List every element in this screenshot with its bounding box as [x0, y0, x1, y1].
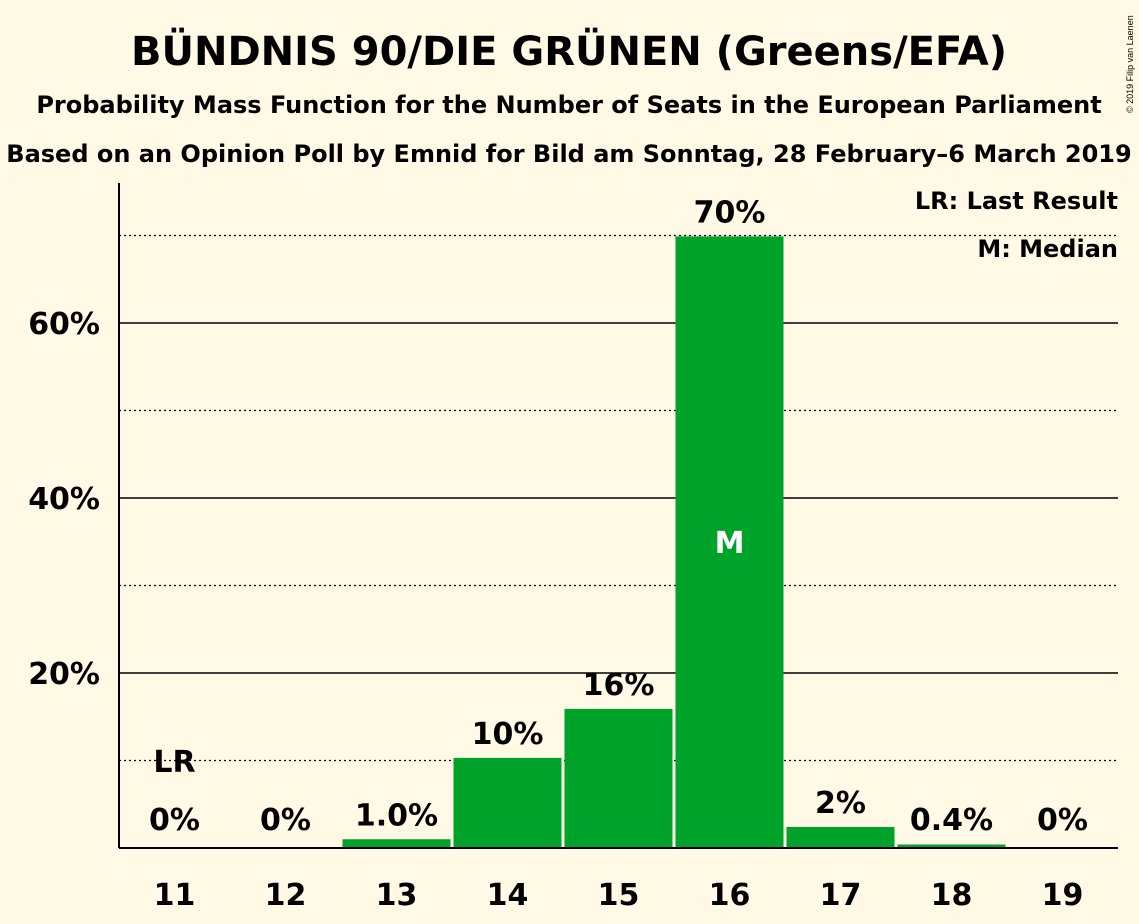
bar-label-18: 0.4% — [910, 803, 993, 838]
gridlines — [119, 234, 1118, 762]
bar-label-11: 0% — [149, 803, 200, 838]
legend-last-result: LR: Last Result — [915, 187, 1118, 215]
chart-subtitle-poll: Based on an Opinion Poll by Emnid for Bi… — [6, 140, 1131, 168]
bar-labels: 0% 0% 1.0% 10% 16% 70% 2% 0.4% 0% — [149, 195, 1088, 838]
bar-label-13: 1.0% — [355, 798, 438, 833]
bar-15 — [564, 708, 673, 848]
x-tick-label-16: 16 — [709, 878, 751, 913]
copyright-notice: © 2019 Filip van Laenen — [1125, 15, 1135, 113]
bar-16 — [675, 236, 784, 848]
bars — [342, 236, 1006, 848]
x-tick-label-11: 11 — [154, 878, 196, 913]
bar-17 — [786, 827, 895, 848]
bar-label-15: 16% — [583, 668, 655, 703]
median-marker: M — [715, 526, 745, 561]
bar-label-16: 70% — [694, 195, 766, 230]
x-tick-label-14: 14 — [487, 878, 529, 913]
y-tick-label: 40% — [28, 482, 100, 517]
bar-label-19: 0% — [1037, 803, 1088, 838]
x-tick-label-19: 19 — [1042, 878, 1084, 913]
bar-14 — [453, 757, 562, 848]
legend-median: M: Median — [977, 235, 1118, 263]
bar-13 — [342, 839, 451, 848]
bar-label-12: 0% — [260, 803, 311, 838]
last-result-marker: LR — [153, 745, 195, 780]
x-tick-label-15: 15 — [598, 878, 640, 913]
chart-subtitle: Probability Mass Function for the Number… — [36, 91, 1101, 119]
x-tick-label-12: 12 — [265, 878, 307, 913]
markers: LR M — [153, 526, 744, 780]
x-tick-label-17: 17 — [820, 878, 862, 913]
x-tick-label-18: 18 — [931, 878, 973, 913]
y-tick-label: 20% — [28, 657, 100, 692]
y-tick-labels: 20% 40% 60% — [28, 307, 100, 692]
chart-title: BÜNDNIS 90/DIE GRÜNEN (Greens/EFA) — [131, 27, 1007, 75]
x-tick-label-13: 13 — [376, 878, 418, 913]
bar-18 — [897, 844, 1006, 848]
y-tick-label: 60% — [28, 307, 100, 342]
bar-label-17: 2% — [815, 786, 866, 821]
bar-label-14: 10% — [472, 717, 544, 752]
x-tick-labels: 11 12 13 14 15 16 17 18 19 — [154, 878, 1084, 913]
